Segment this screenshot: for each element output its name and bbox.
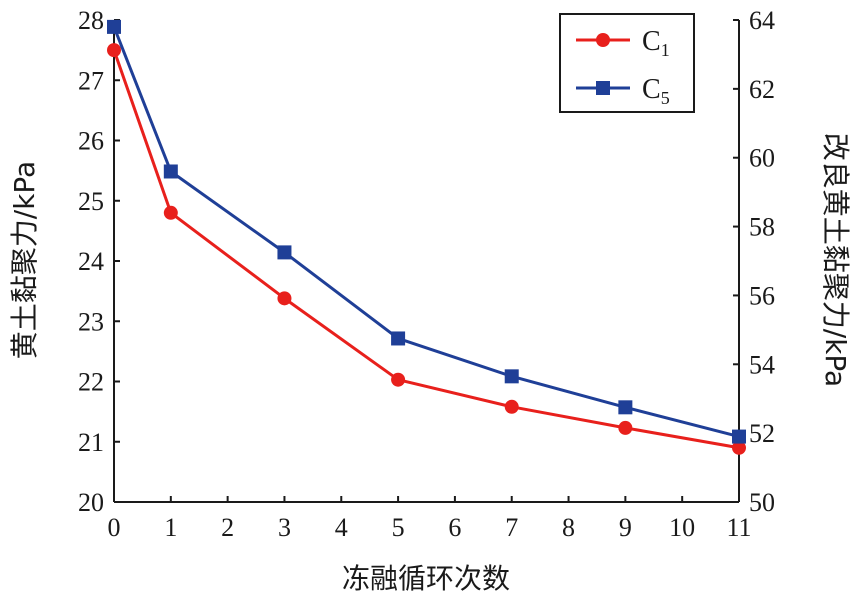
left-y-tick-label: 22 [78, 368, 104, 397]
legend-box [559, 13, 695, 113]
point-c5-11 [732, 429, 746, 444]
point-c1-3 [277, 291, 292, 306]
left-y-tick-label: 20 [78, 488, 104, 517]
x-tick-label: 10 [669, 513, 695, 542]
x-tick-label: 9 [619, 513, 632, 542]
right-y-tick-label: 60 [749, 144, 775, 173]
legend-label-c5-name: C [642, 74, 661, 105]
x-tick-label: 3 [278, 513, 291, 542]
point-c1-5 [391, 372, 406, 387]
left-y-tick-label: 21 [78, 428, 104, 457]
x-tick-label: 2 [221, 513, 234, 542]
right-y-axis-ticks: 50 52 54 56 58 60 62 64 [733, 6, 775, 517]
x-axis-title: 冻融循环次数 [342, 562, 510, 595]
x-tick-label: 5 [392, 513, 405, 542]
right-y-axis-title: 改良黄土黏聚力/kPa [819, 133, 852, 387]
left-y-axis-title: 黄土黏聚力/kPa [8, 161, 41, 359]
point-c5-3 [277, 245, 292, 260]
right-y-tick-label: 56 [749, 281, 775, 310]
x-tick-label: 11 [726, 513, 751, 542]
series [107, 19, 746, 455]
legend-marker-c5 [596, 81, 610, 95]
legend-label-c5-sub: 5 [661, 88, 670, 108]
legend-marker-c1 [596, 33, 610, 47]
x-tick-label: 6 [448, 513, 461, 542]
x-tick-label: 4 [335, 513, 348, 542]
legend-label-c5: C5 [642, 74, 670, 108]
x-tick-label: 8 [562, 513, 575, 542]
right-y-tick-label: 58 [749, 213, 775, 242]
legend-label-c1: C1 [642, 26, 670, 60]
x-axis-ticks: 0 1 2 3 4 5 6 7 8 9 10 11 [108, 496, 752, 542]
x-tick-label: 1 [164, 513, 177, 542]
point-c1-9 [618, 420, 633, 435]
point-c1-11 [732, 440, 746, 455]
right-y-tick-label: 62 [749, 75, 775, 104]
left-y-tick-label: 23 [78, 307, 104, 336]
point-c5-0 [107, 19, 121, 34]
point-c1-1 [163, 205, 178, 220]
x-tick-label: 7 [505, 513, 518, 542]
right-y-tick-label: 52 [749, 419, 775, 448]
right-y-tick-label: 50 [749, 488, 775, 517]
point-c5-9 [618, 400, 633, 415]
legend-label-c1-name: C [642, 26, 661, 57]
left-y-tick-label: 28 [78, 6, 104, 35]
legend-entry-c1: C1 [576, 26, 670, 60]
left-y-tick-label: 27 [78, 66, 104, 95]
left-y-tick-label: 26 [78, 127, 104, 156]
right-y-tick-label: 64 [749, 6, 775, 35]
left-y-tick-label: 24 [78, 247, 104, 276]
right-y-tick-label: 54 [749, 350, 775, 379]
legend-label-c1-sub: 1 [661, 40, 670, 60]
left-y-tick-label: 25 [78, 187, 104, 216]
point-c1-7 [504, 399, 519, 414]
point-c5-5 [391, 331, 406, 346]
legend-entry-c5: C5 [576, 74, 670, 108]
x-tick-label: 0 [108, 513, 121, 542]
point-c1-0 [107, 43, 121, 58]
left-y-axis-ticks: 20 21 22 23 24 25 26 27 28 [78, 6, 120, 517]
legend: C1 C5 [559, 13, 695, 113]
point-c5-1 [163, 164, 178, 179]
point-c5-7 [504, 369, 519, 384]
